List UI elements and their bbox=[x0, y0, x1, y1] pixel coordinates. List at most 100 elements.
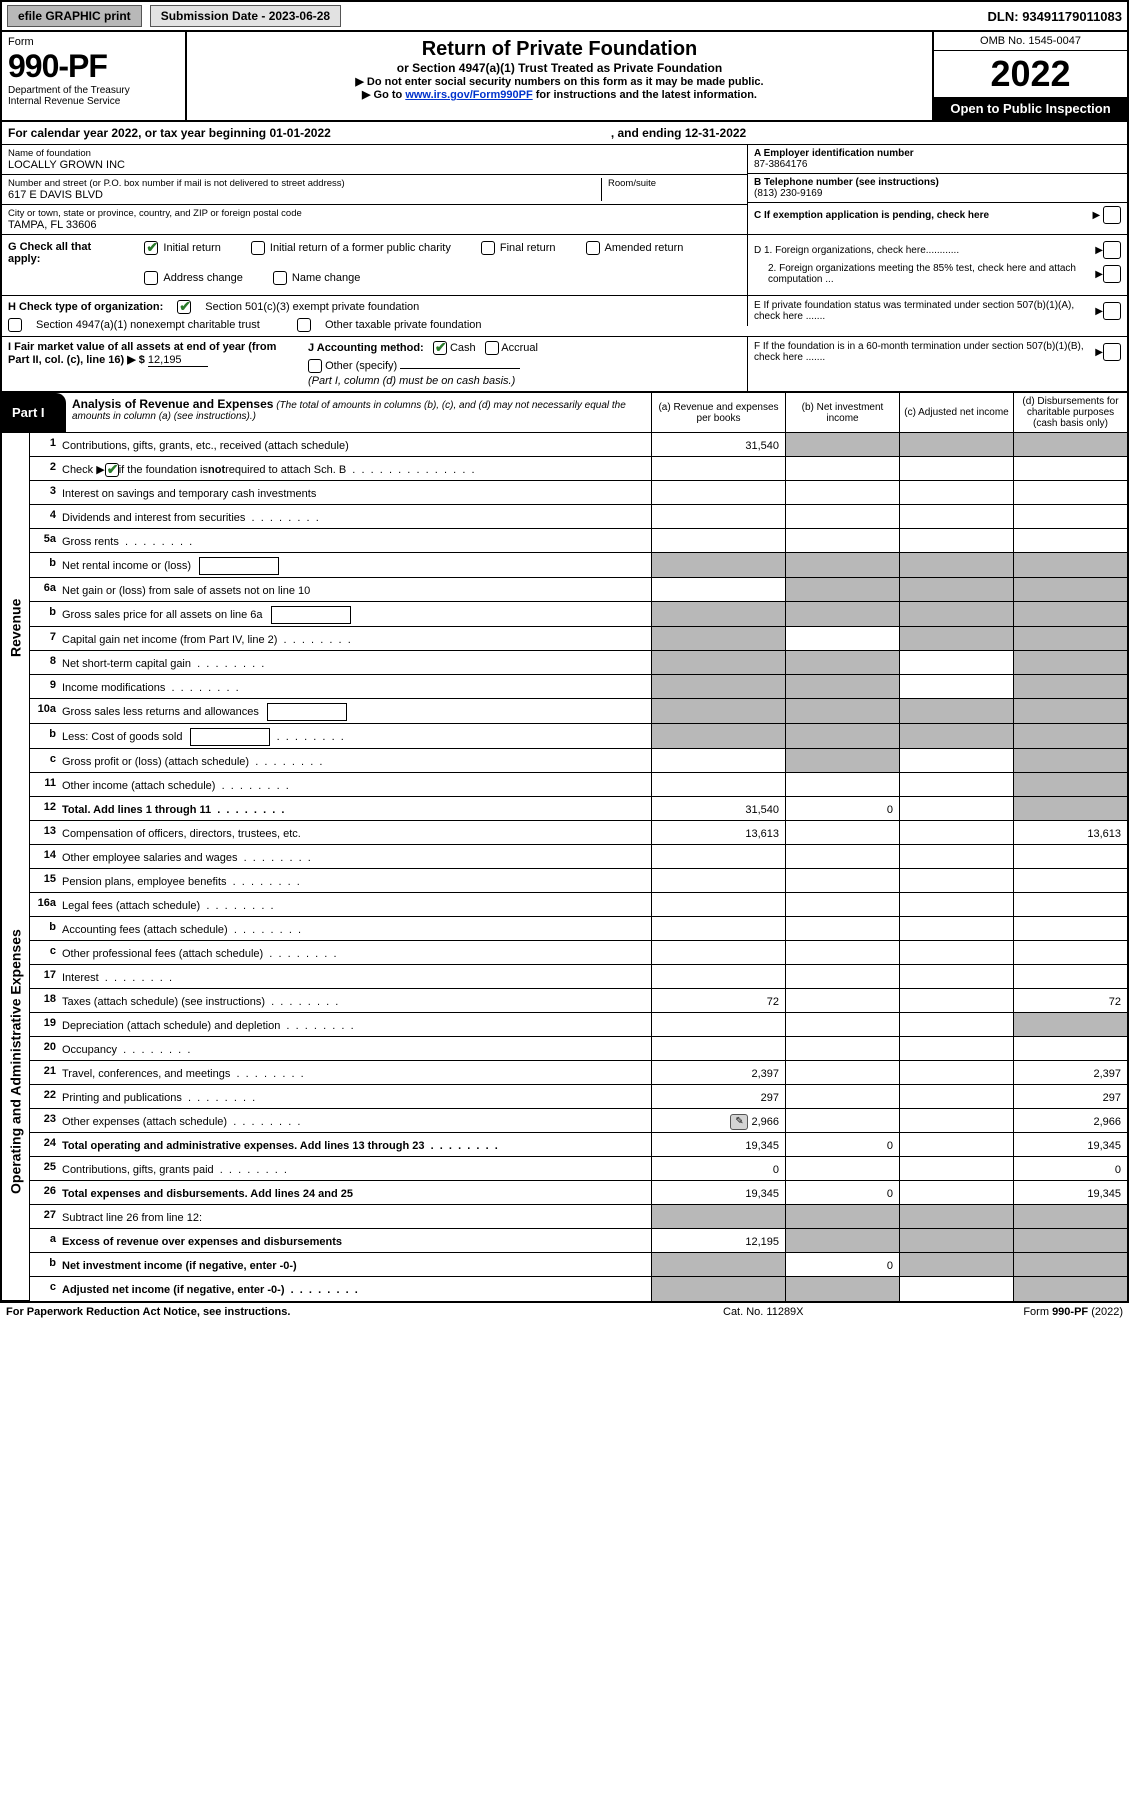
line-desc: Printing and publications . . . . . . . … bbox=[62, 1085, 651, 1108]
col-c bbox=[899, 1277, 1013, 1301]
g-initial-return-checkbox[interactable] bbox=[144, 241, 158, 255]
d1-checkbox[interactable] bbox=[1103, 241, 1121, 259]
col-c bbox=[899, 651, 1013, 674]
ein-label: A Employer identification number bbox=[754, 148, 1121, 159]
line-desc: Check ▶ if the foundation is not require… bbox=[62, 457, 651, 480]
line-no: 23 bbox=[30, 1109, 62, 1132]
g-final-checkbox[interactable] bbox=[481, 241, 495, 255]
schb-checkbox[interactable] bbox=[105, 463, 119, 477]
col-a bbox=[651, 457, 785, 480]
f-checkbox[interactable] bbox=[1103, 343, 1121, 361]
table-row: 11Other income (attach schedule) . . . .… bbox=[30, 773, 1127, 797]
table-row: 17Interest . . . . . . . . bbox=[30, 965, 1127, 989]
g-initial-former-checkbox[interactable] bbox=[251, 241, 265, 255]
col-a: 31,540 bbox=[651, 433, 785, 456]
col-a-header: (a) Revenue and expenses per books bbox=[651, 393, 785, 432]
table-row: 25Contributions, gifts, grants paid . . … bbox=[30, 1157, 1127, 1181]
col-c bbox=[899, 553, 1013, 577]
warn-1: ▶ Do not enter social security numbers o… bbox=[193, 75, 926, 88]
j-cash-checkbox[interactable] bbox=[433, 341, 447, 355]
line-desc: Pension plans, employee benefits . . . .… bbox=[62, 869, 651, 892]
col-a: 2,397 bbox=[651, 1061, 785, 1084]
col-b bbox=[785, 941, 899, 964]
tel-label: B Telephone number (see instructions) bbox=[754, 177, 1121, 188]
e-checkbox[interactable] bbox=[1103, 302, 1121, 320]
col-a bbox=[651, 1037, 785, 1060]
col-d: 0 bbox=[1013, 1157, 1127, 1180]
g-amended-checkbox[interactable] bbox=[586, 241, 600, 255]
addr: 617 E DAVIS BLVD bbox=[8, 189, 601, 201]
line-desc: Gross sales less returns and allowances bbox=[62, 699, 651, 723]
line-desc: Income modifications . . . . . . . . bbox=[62, 675, 651, 698]
g-name-checkbox[interactable] bbox=[273, 271, 287, 285]
col-d: 13,613 bbox=[1013, 821, 1127, 844]
line-desc: Accounting fees (attach schedule) . . . … bbox=[62, 917, 651, 940]
line-no: 7 bbox=[30, 627, 62, 650]
h-4947-checkbox[interactable] bbox=[8, 318, 22, 332]
col-c bbox=[899, 724, 1013, 748]
irs-link[interactable]: www.irs.gov/Form990PF bbox=[405, 89, 532, 101]
table-row: bAccounting fees (attach schedule) . . .… bbox=[30, 917, 1127, 941]
j-accrual-checkbox[interactable] bbox=[485, 341, 499, 355]
efile-print-button[interactable]: efile GRAPHIC print bbox=[7, 5, 142, 27]
col-a bbox=[651, 675, 785, 698]
col-d bbox=[1013, 1229, 1127, 1252]
g-address-checkbox[interactable] bbox=[144, 271, 158, 285]
line-no: 12 bbox=[30, 797, 62, 820]
d2-checkbox[interactable] bbox=[1103, 265, 1121, 283]
attachment-icon[interactable]: ✎ bbox=[730, 1114, 748, 1130]
g-opt-2: Final return bbox=[500, 242, 556, 254]
col-c bbox=[899, 917, 1013, 940]
inline-input-box[interactable] bbox=[271, 606, 351, 624]
line-desc: Net investment income (if negative, ente… bbox=[62, 1253, 651, 1276]
table-row: bNet rental income or (loss) bbox=[30, 553, 1127, 578]
col-c bbox=[899, 1181, 1013, 1204]
col-a: 12,195 bbox=[651, 1229, 785, 1252]
col-d bbox=[1013, 481, 1127, 504]
col-c bbox=[899, 1205, 1013, 1228]
col-b: 0 bbox=[785, 1133, 899, 1156]
col-d: 19,345 bbox=[1013, 1133, 1127, 1156]
line-no: 6a bbox=[30, 578, 62, 601]
col-c bbox=[899, 749, 1013, 772]
line-no: 8 bbox=[30, 651, 62, 674]
col-d: 19,345 bbox=[1013, 1181, 1127, 1204]
table-row: bGross sales price for all assets on lin… bbox=[30, 602, 1127, 627]
line-no: c bbox=[30, 1277, 62, 1301]
inline-input-box[interactable] bbox=[267, 703, 347, 721]
col-b bbox=[785, 481, 899, 504]
inline-input-box[interactable] bbox=[190, 728, 270, 746]
col-d bbox=[1013, 1253, 1127, 1276]
g-opt-3: Amended return bbox=[605, 242, 684, 254]
form-label: Form bbox=[8, 36, 179, 48]
table-row: 1Contributions, gifts, grants, etc., rec… bbox=[30, 433, 1127, 457]
open-public: Open to Public Inspection bbox=[934, 97, 1127, 120]
line-desc: Subtract line 26 from line 12: bbox=[62, 1205, 651, 1228]
d1-label: D 1. Foreign organizations, check here..… bbox=[754, 245, 1095, 256]
j-label: J Accounting method: bbox=[308, 342, 424, 354]
line-desc: Other expenses (attach schedule) . . . .… bbox=[62, 1109, 651, 1132]
col-a bbox=[651, 1253, 785, 1276]
j-note: (Part I, column (d) must be on cash basi… bbox=[308, 375, 741, 387]
h-501c3-checkbox[interactable] bbox=[177, 300, 191, 314]
line-no: b bbox=[30, 917, 62, 940]
col-b bbox=[785, 965, 899, 988]
g-label: G Check all that apply: bbox=[8, 241, 114, 285]
dln: DLN: 93491179011083 bbox=[988, 9, 1122, 24]
h-other-checkbox[interactable] bbox=[297, 318, 311, 332]
line-desc: Total expenses and disbursements. Add li… bbox=[62, 1181, 651, 1204]
name-label: Name of foundation bbox=[8, 148, 741, 159]
col-b bbox=[785, 1061, 899, 1084]
col-b bbox=[785, 1013, 899, 1036]
col-a bbox=[651, 869, 785, 892]
table-row: 7Capital gain net income (from Part IV, … bbox=[30, 627, 1127, 651]
table-row: cAdjusted net income (if negative, enter… bbox=[30, 1277, 1127, 1301]
col-d bbox=[1013, 457, 1127, 480]
j-other-checkbox[interactable] bbox=[308, 359, 322, 373]
col-a bbox=[651, 845, 785, 868]
inline-input-box[interactable] bbox=[199, 557, 279, 575]
addr-label: Number and street (or P.O. box number if… bbox=[8, 178, 601, 189]
c-checkbox[interactable] bbox=[1103, 206, 1121, 224]
col-c bbox=[899, 1157, 1013, 1180]
line-no: 22 bbox=[30, 1085, 62, 1108]
